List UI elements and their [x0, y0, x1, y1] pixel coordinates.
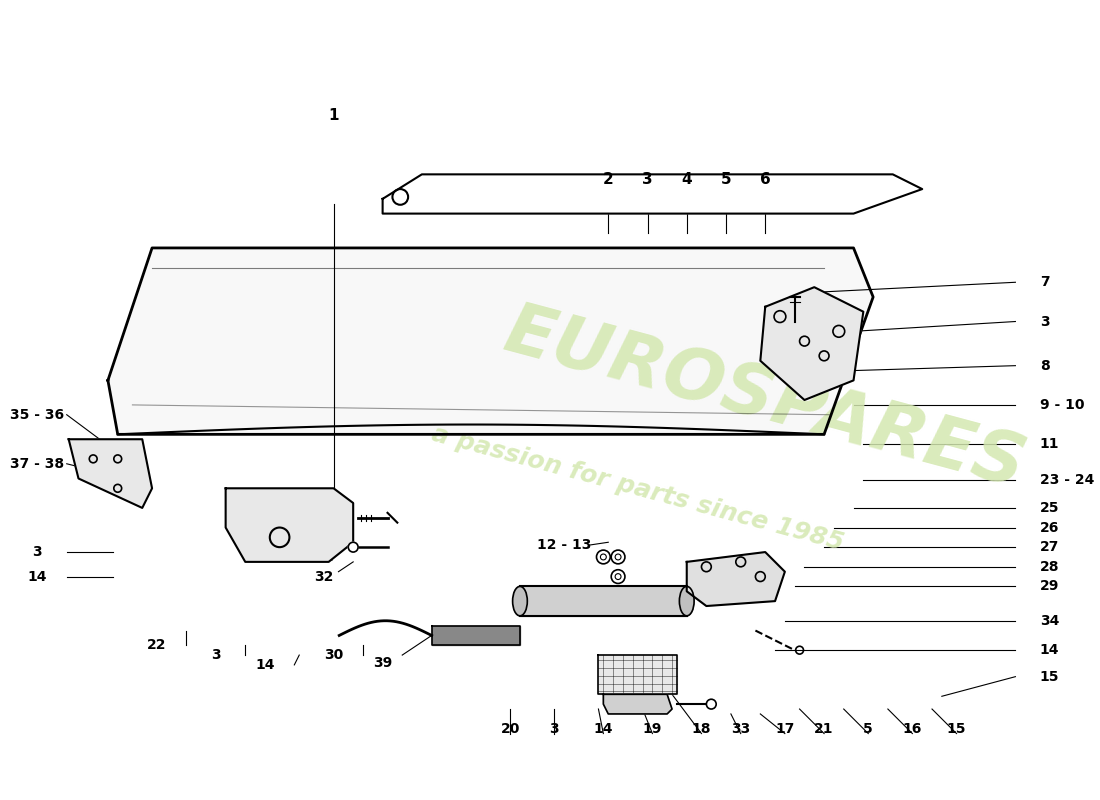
- Circle shape: [349, 542, 359, 552]
- Text: 5: 5: [864, 722, 873, 736]
- Text: 3: 3: [211, 648, 221, 662]
- Text: 15: 15: [947, 722, 966, 736]
- Text: 22: 22: [147, 638, 167, 652]
- Text: 16: 16: [903, 722, 922, 736]
- Text: 8: 8: [1040, 358, 1049, 373]
- Polygon shape: [604, 694, 672, 714]
- Polygon shape: [598, 655, 676, 694]
- Text: 23 - 24: 23 - 24: [1040, 474, 1094, 487]
- Text: 7: 7: [1040, 275, 1049, 290]
- Text: 14: 14: [594, 722, 613, 736]
- Polygon shape: [383, 174, 922, 214]
- Polygon shape: [68, 439, 152, 508]
- Polygon shape: [431, 626, 520, 646]
- Text: 37 - 38: 37 - 38: [10, 457, 64, 470]
- Text: 17: 17: [776, 722, 794, 736]
- Text: 3: 3: [1040, 314, 1049, 329]
- Text: 20: 20: [500, 722, 520, 736]
- Text: 28: 28: [1040, 560, 1059, 574]
- Text: 18: 18: [692, 722, 712, 736]
- Text: 29: 29: [1040, 579, 1059, 594]
- Text: a passion for parts since 1985: a passion for parts since 1985: [429, 422, 846, 555]
- Polygon shape: [108, 248, 873, 434]
- Text: 12 - 13: 12 - 13: [537, 538, 592, 552]
- Text: 21: 21: [814, 722, 834, 736]
- Polygon shape: [760, 287, 864, 400]
- Text: 14: 14: [1040, 643, 1059, 657]
- Text: 34: 34: [1040, 614, 1059, 628]
- Text: 3: 3: [642, 172, 652, 186]
- Text: 27: 27: [1040, 540, 1059, 554]
- Polygon shape: [226, 488, 353, 562]
- Text: 19: 19: [642, 722, 662, 736]
- Text: 9 - 10: 9 - 10: [1040, 398, 1085, 412]
- Ellipse shape: [680, 586, 694, 616]
- Ellipse shape: [513, 586, 527, 616]
- Polygon shape: [686, 552, 785, 606]
- Text: 33: 33: [732, 722, 750, 736]
- Text: 15: 15: [1040, 670, 1059, 684]
- Text: 14: 14: [28, 570, 47, 583]
- Text: 30: 30: [323, 648, 343, 662]
- Text: 31: 31: [315, 550, 333, 564]
- Text: 11: 11: [1040, 437, 1059, 451]
- Text: 35 - 36: 35 - 36: [10, 408, 64, 422]
- Text: 6: 6: [760, 172, 771, 186]
- Text: 32: 32: [315, 570, 333, 583]
- Text: 2: 2: [603, 172, 614, 186]
- Text: 3: 3: [550, 722, 559, 736]
- Text: 5: 5: [720, 172, 732, 186]
- Text: EUROSPARES: EUROSPARES: [497, 298, 1033, 502]
- Text: 25: 25: [1040, 501, 1059, 515]
- Text: 26: 26: [1040, 521, 1059, 534]
- Text: 14: 14: [255, 658, 275, 672]
- Text: 1: 1: [328, 108, 339, 123]
- Text: 39: 39: [373, 656, 393, 670]
- Text: 3: 3: [33, 545, 42, 559]
- Text: 4: 4: [681, 172, 692, 186]
